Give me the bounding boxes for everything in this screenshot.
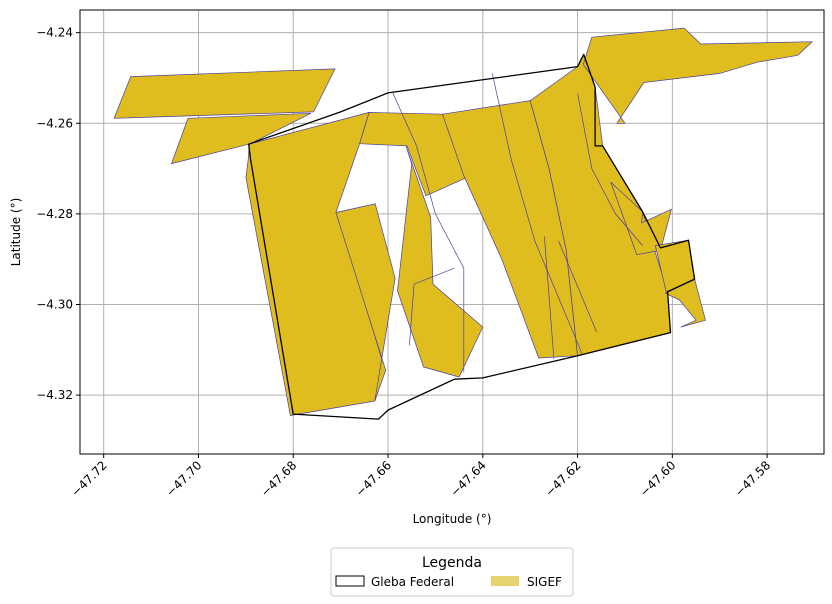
map-layers	[113, 27, 813, 420]
y-tick-label: −4.32	[36, 388, 73, 402]
gleba-federal-layer	[248, 53, 696, 420]
parcel-boundary-line-6	[558, 240, 597, 332]
y-tick-label: −4.24	[36, 26, 73, 40]
legend-title: Legenda	[422, 555, 482, 571]
x-axis-label: Longitude (°)	[413, 512, 492, 526]
legend-swatch-gleba-federal	[335, 575, 365, 587]
parcel-boundary-line-5	[544, 236, 555, 359]
parcel-boundary-line-1	[392, 92, 465, 269]
parcel-boundary-line-4	[491, 73, 583, 355]
parcel-boundary-line-2	[409, 267, 455, 346]
legend: Legenda Gleba Federal SIGEF	[330, 547, 574, 597]
legend-label-gleba-federal: Gleba Federal	[371, 575, 454, 589]
y-axis-ticks: −4.24 −4.26 −4.28 −4.30 −4.32	[36, 26, 80, 402]
plot-area-frame	[79, 9, 825, 455]
y-axis-label: Latitude (°)	[9, 198, 23, 267]
parcel-boundary-line-7	[577, 93, 643, 246]
y-tick-label: −4.28	[36, 207, 73, 221]
sigef-parcel-6	[397, 145, 484, 378]
sigef-parcel-1	[113, 68, 336, 119]
sigef-parcel-2	[171, 112, 312, 164]
sigef-parcel-4	[335, 203, 396, 402]
y-tick-label: −4.30	[36, 297, 73, 311]
y-tick-label: −4.26	[36, 116, 73, 130]
legend-label-sigef: SIGEF	[527, 575, 562, 589]
sigef-parcel-9	[582, 27, 813, 124]
gleba-federal-boundary	[248, 53, 696, 420]
legend-swatch-sigef	[491, 576, 519, 586]
parcel-boundaries	[392, 73, 643, 373]
